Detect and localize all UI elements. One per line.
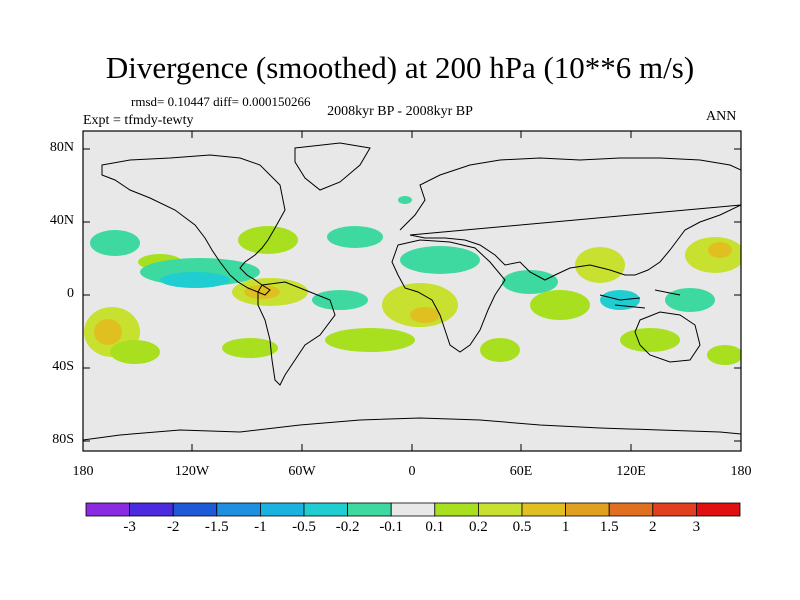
field-patch	[160, 272, 230, 288]
field-patch	[665, 288, 715, 312]
x-tick-label: 60E	[509, 464, 533, 479]
colorbar-label: -2	[166, 519, 180, 535]
colorbar-label: -1.5	[204, 519, 229, 535]
colorbar-label: -3	[123, 519, 136, 535]
colorbar-label: -0.2	[335, 519, 360, 535]
coastlines	[83, 142, 741, 441]
colorbar-label: 2	[649, 519, 657, 535]
north-america-coast	[101, 154, 286, 296]
colorbar-label: 0.1	[425, 519, 445, 535]
colorbar-label: 1	[561, 519, 570, 535]
x-tick-label: 60W	[288, 464, 316, 479]
field-patch	[480, 338, 520, 362]
colorbar-swatch	[434, 502, 479, 517]
field-patch	[398, 196, 412, 204]
field-patch	[94, 319, 122, 345]
stats-text: rmsd= 0.10447 diff= 0.000150266	[131, 94, 311, 109]
colorbar-label: -0.1	[379, 519, 404, 535]
divergence-field	[84, 196, 741, 365]
colorbar-swatch	[521, 502, 566, 517]
x-tick-label: 120E	[616, 464, 646, 479]
field-patch	[502, 270, 558, 294]
y-tick-label: 0	[67, 286, 74, 301]
field-patch	[325, 328, 415, 352]
colorbar-label: -1	[254, 519, 267, 535]
colorbar	[85, 502, 741, 517]
field-patch	[244, 285, 280, 299]
y-tick-label: 80N	[49, 140, 74, 155]
south-america-coast	[257, 281, 336, 386]
colorbar-label: 1.5	[599, 519, 619, 535]
axis-ticks	[83, 131, 741, 451]
australia-coast	[634, 311, 701, 363]
field-patch	[575, 247, 625, 283]
x-tick-label: 180	[72, 464, 94, 479]
colorbar-swatch	[565, 502, 610, 517]
colorbar-label: -0.5	[292, 519, 316, 535]
colorbar-label: 3	[692, 519, 701, 535]
y-tick-label: 40S	[52, 359, 74, 374]
colorbar-swatch	[303, 502, 348, 517]
field-patch	[530, 290, 590, 320]
indonesia-coast	[599, 289, 681, 309]
field-patch	[222, 338, 278, 358]
colorbar-swatch	[652, 502, 697, 517]
antarctica-coast	[83, 417, 741, 441]
chart-title: Divergence (smoothed) at 200 hPa (10**6 …	[105, 50, 695, 85]
field-patch	[312, 290, 368, 310]
greenland-coast	[294, 142, 371, 191]
colorbar-swatch	[216, 502, 261, 517]
field-patch	[90, 230, 140, 256]
colorbar-swatch	[129, 502, 174, 517]
colorbar-swatch	[696, 502, 741, 517]
colorbar-swatch	[608, 502, 654, 517]
colorbar-swatch	[477, 502, 523, 517]
period-label: 2008kyr BP - 2008kyr BP	[327, 104, 473, 119]
y-tick-label: 40N	[49, 213, 74, 228]
africa-coast	[391, 239, 506, 353]
season-label: ANN	[706, 109, 737, 124]
field-patch	[410, 307, 440, 323]
colorbar-label: 0.2	[469, 519, 488, 535]
colorbar-swatch	[85, 502, 130, 517]
experiment-label: Expt = tfmdy-tewty	[83, 113, 194, 128]
field-patch	[327, 226, 383, 248]
field-patch	[708, 242, 732, 258]
eurasia-coast	[399, 157, 741, 281]
colorbar-swatch	[172, 502, 218, 517]
colorbar-swatch	[259, 502, 305, 517]
field-patch	[707, 345, 741, 365]
colorbar-swatch	[390, 502, 436, 517]
x-tick-label: 0	[408, 464, 416, 479]
field-patch	[400, 246, 480, 274]
field-patch	[110, 340, 160, 364]
colorbar-swatch	[347, 502, 392, 517]
x-tick-label: 120W	[174, 464, 210, 479]
field-patch	[620, 328, 680, 352]
colorbar-label: 0.5	[512, 519, 532, 535]
y-tick-label: 80S	[52, 432, 74, 447]
x-tick-label: 180	[730, 464, 752, 479]
